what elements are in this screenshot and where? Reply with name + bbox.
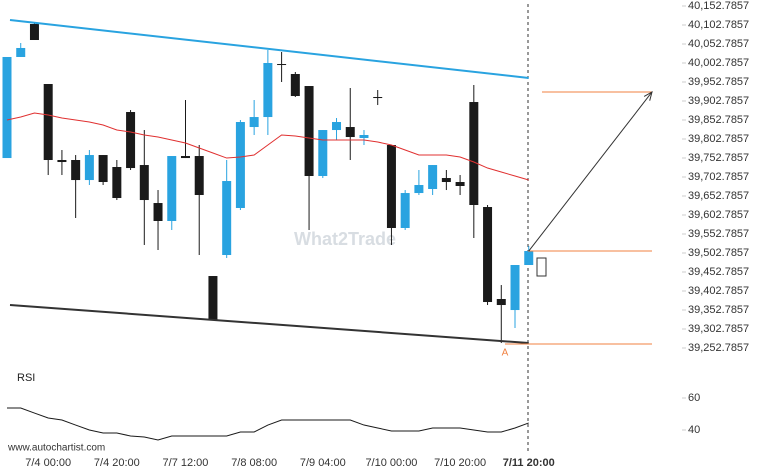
rsi-tick-label: 40 xyxy=(688,424,700,436)
y-tick-label: 40,102.7857 xyxy=(688,19,749,31)
candle-body xyxy=(71,160,81,181)
source: www.autochartist.com xyxy=(7,443,105,454)
y-tick-label: 39,852.7857 xyxy=(688,114,749,126)
candle-body xyxy=(277,64,287,66)
candle-body xyxy=(180,156,190,159)
candle-body xyxy=(414,185,424,194)
y-tick-label: 39,902.7857 xyxy=(688,95,749,107)
candle-body xyxy=(332,122,342,131)
x-tick-label: 7/10 00:00 xyxy=(365,457,417,469)
rsi-line xyxy=(7,407,529,441)
candle-body xyxy=(469,102,479,206)
candle-body xyxy=(84,155,94,181)
y-tick-label: 39,252.7857 xyxy=(688,342,749,354)
candle-body xyxy=(428,165,438,190)
y-tick-label: 39,952.7857 xyxy=(688,76,749,88)
moving-average xyxy=(6,112,529,181)
candle-body xyxy=(510,265,520,311)
candle-body xyxy=(263,62,273,118)
y-tick-label: 39,702.7857 xyxy=(688,171,749,183)
candle-body xyxy=(304,86,314,177)
forecast-candle xyxy=(536,257,547,277)
candle-body xyxy=(208,276,218,321)
y-tick-label: 39,402.7857 xyxy=(688,285,749,297)
y-tick-label: 39,502.7857 xyxy=(688,247,749,259)
x-tick-label: 7/8 08:00 xyxy=(231,457,277,469)
candle-body xyxy=(29,24,39,41)
y-tick-label: 39,602.7857 xyxy=(688,209,749,221)
candle-body xyxy=(496,299,506,306)
candle-body xyxy=(98,155,108,183)
candle-body xyxy=(455,182,465,187)
candle-body xyxy=(386,144,396,228)
candle-body xyxy=(400,193,410,228)
rsi-title: RSI xyxy=(17,372,35,384)
y-tick-label: 39,352.7857 xyxy=(688,304,749,316)
candle-body xyxy=(318,130,328,177)
candle-body xyxy=(359,135,369,139)
candle-body xyxy=(441,178,451,183)
y-tick-label: 39,652.7857 xyxy=(688,190,749,202)
x-tick-label: 7/9 04:00 xyxy=(300,457,346,469)
x-tick-label: 7/7 12:00 xyxy=(163,457,209,469)
candle-body xyxy=(290,74,300,97)
candle-body xyxy=(524,251,534,266)
candle-body xyxy=(153,203,163,221)
y-tick-label: 40,052.7857 xyxy=(688,38,749,50)
candle-body xyxy=(249,117,259,128)
candle-body xyxy=(112,167,122,199)
watermark: What2Trade xyxy=(294,229,396,249)
y-tick-label: 39,752.7857 xyxy=(688,152,749,164)
x-tick-label: 7/11 20:00 xyxy=(503,457,555,469)
rsi-tick-label: 60 xyxy=(688,392,700,404)
x-tick-label: 7/4 00:00 xyxy=(25,457,71,469)
candle-body xyxy=(43,84,53,161)
candle-body xyxy=(483,207,493,303)
y-tick-label: 40,152.7857 xyxy=(688,0,749,12)
candle-body xyxy=(139,165,149,201)
y-tick-label: 39,802.7857 xyxy=(688,133,749,145)
candle-body xyxy=(194,156,204,196)
pattern-label: A xyxy=(502,348,509,359)
y-tick-label: 39,452.7857 xyxy=(688,266,749,278)
candle-body xyxy=(57,160,67,163)
channel-upper xyxy=(9,19,529,79)
candle-body xyxy=(345,127,355,138)
channel-lower xyxy=(9,304,529,345)
x-tick-label: 7/10 20:00 xyxy=(434,457,486,469)
y-tick-label: 40,002.7857 xyxy=(688,57,749,69)
y-tick-label: 39,302.7857 xyxy=(688,323,749,335)
candle-body xyxy=(222,181,232,256)
candle-body xyxy=(2,56,12,159)
candle-body xyxy=(16,47,26,57)
candle-body xyxy=(235,122,245,209)
y-tick-label: 39,552.7857 xyxy=(688,228,749,240)
arrow-head xyxy=(643,90,653,101)
forecast-arrow xyxy=(528,91,653,252)
x-tick-label: 7/4 20:00 xyxy=(94,457,140,469)
candle-body xyxy=(126,112,136,169)
candle-body xyxy=(373,97,383,99)
candle-body xyxy=(167,156,177,221)
